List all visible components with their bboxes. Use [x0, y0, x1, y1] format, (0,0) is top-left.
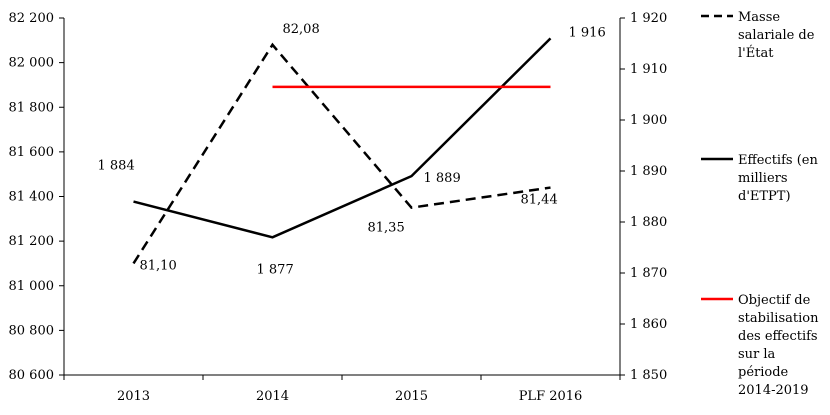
left-tick-label: 81 600	[9, 145, 55, 160]
data-labels: 81,10 82,08 81,35 81,44 1 884 1 877 1 889 1 916	[98, 22, 606, 278]
series-line-masse-salariale	[132, 42, 551, 265]
legend-label: Objectif de	[738, 293, 811, 308]
left-tick-label: 82 200	[9, 11, 55, 26]
series-line-effectifs	[133, 37, 552, 239]
x-tick-label: PLF 2016	[519, 389, 583, 404]
legend-label: stabilisation	[738, 311, 819, 326]
data-label-effectifs: 1 889	[424, 171, 461, 186]
left-tick-label: 81 000	[9, 279, 55, 294]
legend-label: l'État	[738, 45, 774, 61]
data-label-effectifs: 1 916	[569, 25, 606, 40]
legend-label: 2014-2019	[738, 383, 809, 398]
x-tick-label: 2013	[117, 389, 150, 404]
data-label-masse-salariale: 82,08	[283, 22, 320, 37]
chart-series	[132, 37, 552, 265]
x-tick-label: 2014	[256, 389, 289, 404]
left-tick-label: 80 800	[9, 323, 55, 338]
legend-label: milliers	[738, 171, 788, 186]
x-axis-ticks: 2013 2014 2015 PLF 2016	[63, 375, 621, 404]
right-tick-label: 1 920	[630, 11, 667, 26]
legend-label: salariale de	[738, 28, 815, 43]
right-tick-label: 1 880	[630, 215, 667, 230]
left-tick-label: 80 600	[9, 368, 55, 383]
right-axis-ticks: 1 850 1 860 1 870 1 880 1 890 1 900 1 910 1 920	[620, 11, 667, 383]
legend-label: des effectifs	[738, 329, 818, 344]
legend-label: d'ETPT)	[738, 189, 791, 204]
right-tick-label: 1 900	[630, 113, 667, 128]
legend-label: Effectifs (en	[738, 153, 818, 168]
left-axis-ticks: 80 600 80 800 81 000 81 200 81 400 81 600 81 8…	[9, 11, 64, 383]
data-label-effectifs: 1 877	[257, 262, 294, 277]
data-label-masse-salariale: 81,35	[368, 221, 405, 236]
legend-label: Masse	[738, 10, 780, 25]
data-label-effectifs: 1 884	[98, 159, 135, 174]
data-label-masse-salariale: 81,44	[521, 193, 558, 208]
left-tick-label: 82 000	[9, 56, 55, 71]
left-tick-label: 81 400	[9, 190, 55, 205]
right-tick-label: 1 910	[630, 62, 667, 77]
x-tick-label: 2015	[395, 389, 428, 404]
chart-legend: Masse salariale de l'État Effectifs (en mill…	[701, 10, 819, 398]
right-tick-label: 1 870	[630, 266, 667, 281]
left-tick-label: 81 200	[9, 234, 55, 249]
legend-label: période	[738, 365, 789, 380]
left-tick-label: 81 800	[9, 100, 55, 115]
right-tick-label: 1 860	[630, 317, 667, 332]
right-tick-label: 1 850	[630, 368, 667, 383]
legend-label: sur la	[738, 347, 776, 362]
right-tick-label: 1 890	[630, 164, 667, 179]
data-label-masse-salariale: 81,10	[140, 258, 177, 273]
